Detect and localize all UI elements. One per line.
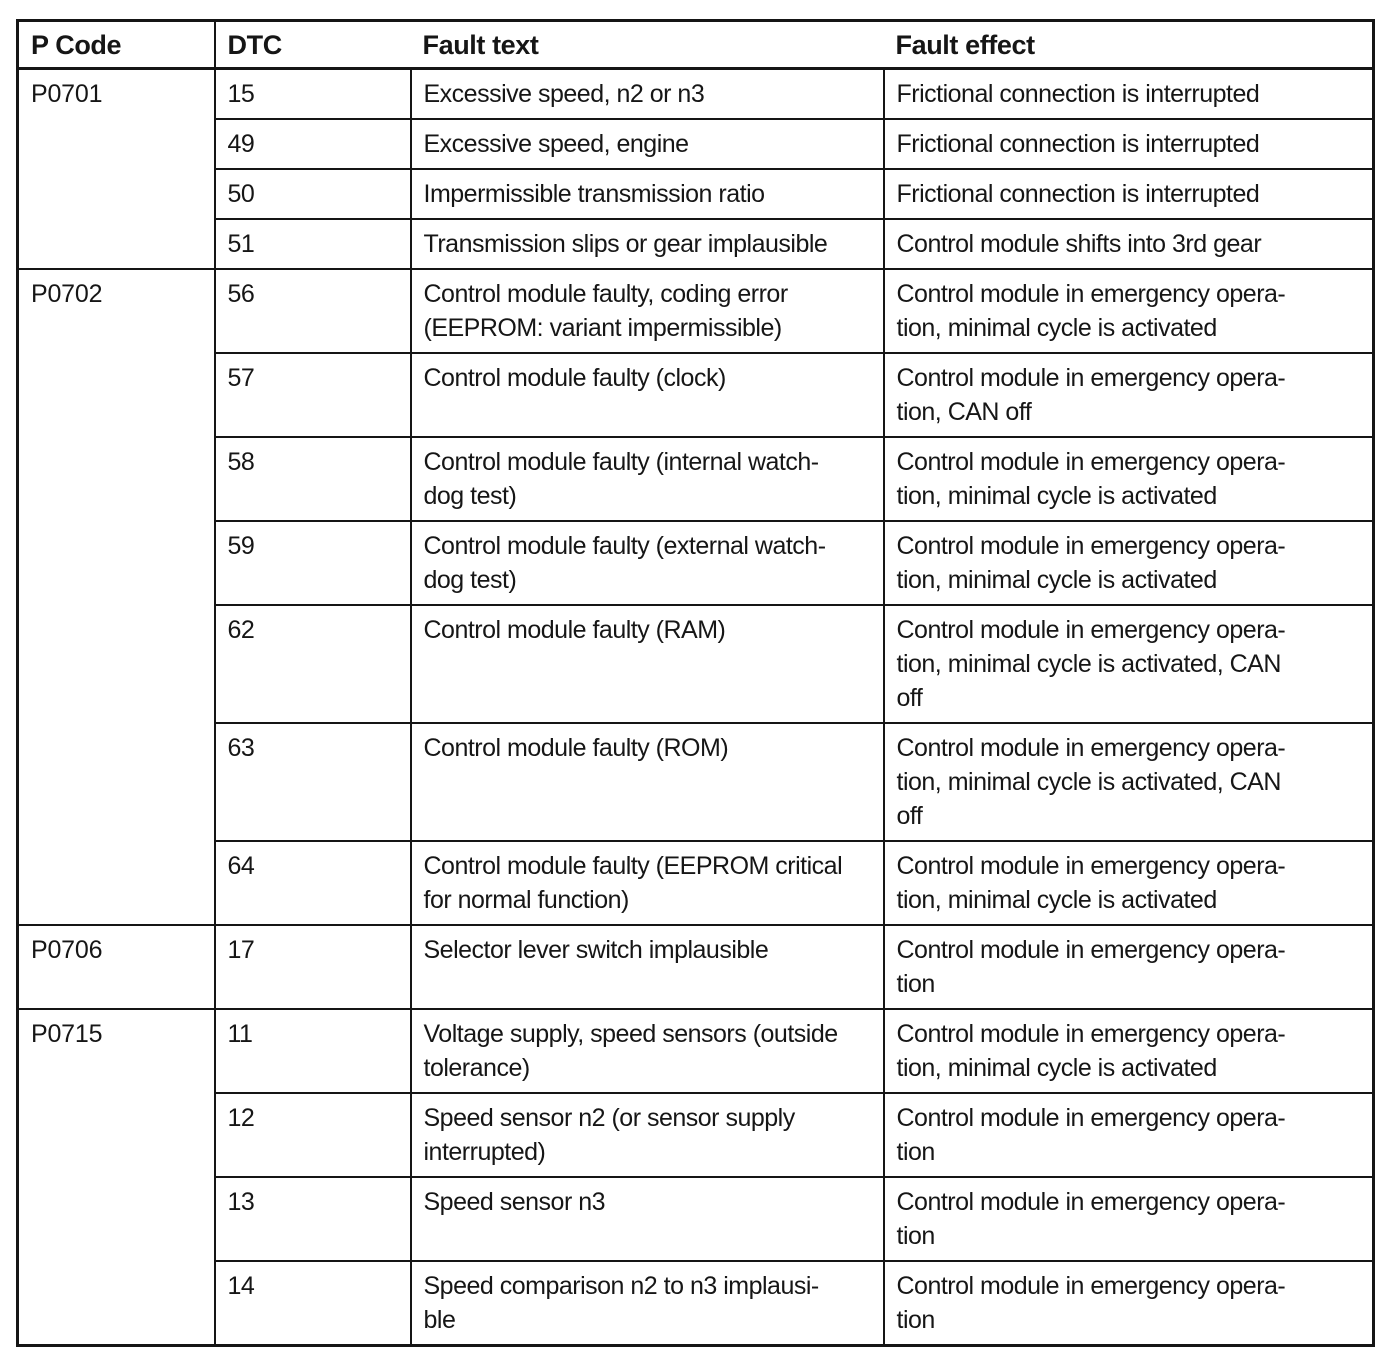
header-fault-effect: Fault effect <box>883 20 1374 70</box>
table-row: 59 Control module faulty (external watch-… <box>18 520 1375 606</box>
header-fault-text: Fault text <box>410 20 884 70</box>
header-p-code: P Code <box>17 20 216 70</box>
fault-text-cell: Speed comparison n2 to n3 implausi- ble <box>409 1260 885 1347</box>
fault-effect-cell: Frictional connection is interrupted <box>882 118 1375 170</box>
p-code-cell: P0706 <box>16 924 216 1010</box>
fault-text-cell: Selector lever switch implausible <box>409 924 885 1010</box>
table-row: 50 Impermissible transmission ratio Fricti… <box>18 168 1375 220</box>
fault-text-cell: Control module faulty (clock) <box>409 352 885 438</box>
table-row: 63 Control module faulty (ROM) Control mod… <box>18 722 1375 842</box>
table-row: 57 Control module faulty (clock) Control m… <box>18 352 1375 438</box>
dtc-cell: 64 <box>213 840 412 926</box>
fault-code-table: P Code DTC Fault text Fault effect P0701… <box>16 19 1375 1347</box>
table-row: P0702 56 Control module faulty, coding err… <box>16 268 1375 926</box>
fault-table-body: P0701 15 Excessive speed, n2 or n3 Friction… <box>16 67 1375 1347</box>
fault-effect-cell: Control module in emergency opera- tion,… <box>882 520 1375 606</box>
fault-effect-cell: Control module in emergency opera- tion,… <box>882 604 1375 724</box>
fault-text-cell: Transmission slips or gear implausible <box>409 218 885 270</box>
dtc-cell: 49 <box>213 118 412 170</box>
fault-effect-cell: Control module in emergency opera- tion,… <box>882 352 1375 438</box>
dtc-cell: 12 <box>213 1092 412 1178</box>
p-code-cell: P0715 <box>16 1008 216 1347</box>
fault-effect-cell: Control module in emergency opera- tion <box>882 1176 1375 1262</box>
fault-text-cell: Control module faulty (EEPROM critical f… <box>409 840 885 926</box>
fault-text-cell: Voltage supply, speed sensors (outside t… <box>409 1008 885 1094</box>
table-row: 13 Speed sensor n3 Control module in emerg… <box>18 1176 1375 1262</box>
fault-text-cell: Excessive speed, n2 or n3 <box>409 67 885 120</box>
fault-text-cell: Control module faulty (internal watch- d… <box>409 436 885 522</box>
dtc-cell: 56 <box>213 268 412 354</box>
dtc-cell: 63 <box>213 722 412 842</box>
dtc-cell: 58 <box>213 436 412 522</box>
table-row: 58 Control module faulty (internal watch-… <box>18 436 1375 522</box>
fault-effect-cell: Frictional connection is interrupted <box>882 168 1375 220</box>
table-row: 49 Excessive speed, engine Frictional conn… <box>18 118 1375 170</box>
table-row: 51 Transmission slips or gear implausible… <box>18 218 1375 270</box>
header-dtc: DTC <box>214 20 411 70</box>
fault-text-cell: Control module faulty (external watch- d… <box>409 520 885 606</box>
fault-effect-cell: Control module in emergency opera- tion,… <box>882 268 1375 354</box>
fault-effect-cell: Control module in emergency opera- tion,… <box>882 840 1375 926</box>
dtc-cell: 50 <box>213 168 412 220</box>
fault-effect-cell: Control module in emergency opera- tion <box>882 924 1375 1010</box>
table-row: P0706 17 Selector lever switch implausible… <box>16 924 1375 1010</box>
fault-effect-cell: Control module in emergency opera- tion <box>882 1092 1375 1178</box>
table-row: 64 Control module faulty (EEPROM critical… <box>18 840 1375 926</box>
table-row: 62 Control module faulty (RAM) Control mod… <box>18 604 1375 724</box>
table-header-row: P Code DTC Fault text Fault effect <box>17 20 1374 70</box>
dtc-cell: 13 <box>213 1176 412 1262</box>
table-row: 12 Speed sensor n2 (or sensor supply inte… <box>18 1092 1375 1178</box>
dtc-cell: 14 <box>213 1260 412 1347</box>
table-row: P0715 11 Voltage supply, speed sensors (ou… <box>16 1008 1375 1347</box>
fault-effect-cell: Control module shifts into 3rd gear <box>882 218 1375 270</box>
table-row: 14 Speed comparison n2 to n3 implausi- bl… <box>18 1260 1375 1347</box>
fault-effect-cell: Control module in emergency opera- tion,… <box>882 436 1375 522</box>
dtc-cell: 51 <box>213 218 412 270</box>
fault-text-cell: Control module faulty (RAM) <box>409 604 885 724</box>
dtc-cell: 57 <box>213 352 412 438</box>
fault-text-cell: Impermissible transmission ratio <box>409 168 885 220</box>
dtc-cell: 11 <box>213 1008 412 1094</box>
dtc-cell: 17 <box>213 924 412 1010</box>
dtc-cell: 15 <box>213 67 412 120</box>
fault-text-cell: Speed sensor n3 <box>409 1176 885 1262</box>
fault-text-cell: Control module faulty (ROM) <box>409 722 885 842</box>
p-code-cell: P0702 <box>16 268 216 926</box>
fault-text-cell: Control module faulty, coding error (EEP… <box>409 268 885 354</box>
fault-text-cell: Excessive speed, engine <box>409 118 885 170</box>
p-code-cell: P0701 <box>16 67 216 270</box>
fault-effect-cell: Control module in emergency opera- tion,… <box>882 1008 1375 1094</box>
fault-effect-cell: Control module in emergency opera- tion,… <box>882 722 1375 842</box>
dtc-cell: 62 <box>213 604 412 724</box>
fault-text-cell: Speed sensor n2 (or sensor supply interr… <box>409 1092 885 1178</box>
table-row: P0701 15 Excessive speed, n2 or n3 Friction… <box>16 67 1375 270</box>
fault-effect-cell: Control module in emergency opera- tion <box>882 1260 1375 1347</box>
fault-effect-cell: Frictional connection is interrupted <box>882 67 1375 120</box>
dtc-cell: 59 <box>213 520 412 606</box>
